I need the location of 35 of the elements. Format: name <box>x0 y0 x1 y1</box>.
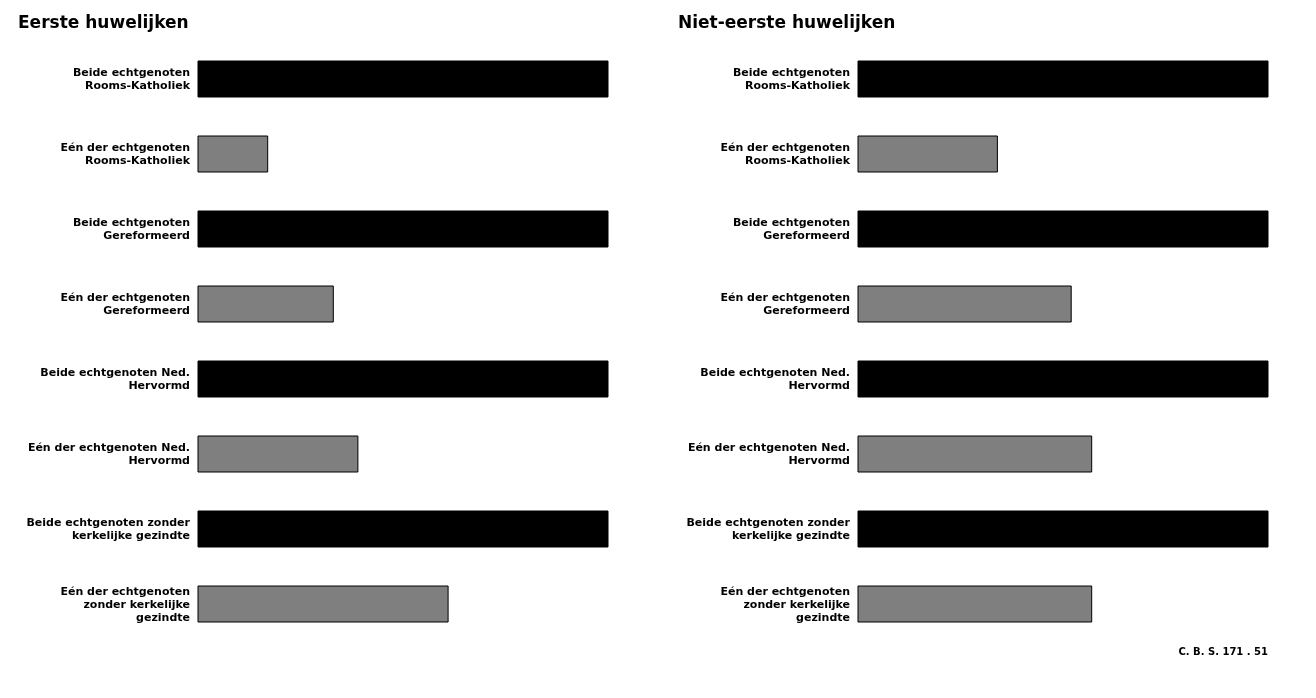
y-tick-label: Eén der echtgenoten Ned. Hervormd <box>687 441 850 467</box>
bar <box>197 360 609 398</box>
bar <box>857 135 998 173</box>
y-tick-label: Beide echtgenoten Gereformeerd <box>732 216 850 242</box>
bar <box>197 285 334 323</box>
bar <box>857 360 1269 398</box>
bar <box>197 435 359 473</box>
text: C. B. S. 171 . 51 <box>1177 646 1268 657</box>
y-tick-label: Eén der echtgenoten Gereformeerd <box>720 291 850 317</box>
y-tick-label: Eén der echtgenoten zonder kerkelijke gezindte <box>720 584 850 624</box>
y-tick-label: Beide echtgenoten Ned. Hervormd <box>700 366 850 392</box>
y-tick-label: Beide echtgenoten zonder kerkelijke gezindte <box>686 516 851 542</box>
bar <box>857 210 1269 248</box>
chart-title: Eerste huwelijken <box>18 12 190 32</box>
bar <box>857 60 1269 98</box>
y-tick-label: Beide echtgenoten Gereformeerd <box>72 216 190 242</box>
bar <box>857 585 1093 623</box>
bar <box>197 585 449 623</box>
bar <box>197 210 609 248</box>
y-tick-label: Eén der echtgenoten zonder kerkelijke gezindte <box>60 584 190 624</box>
y-tick-label: Beide echtgenoten Rooms-Katholiek <box>72 66 191 92</box>
y-tick-label: Beide echtgenoten zonder kerkelijke gezindte <box>26 516 191 542</box>
y-tick-label: Eén der echtgenoten Ned. Hervormd <box>27 441 190 467</box>
y-tick-label: Beide echtgenoten Ned. Hervormd <box>40 366 190 392</box>
y-tick-label: Eén der echtgenoten Rooms-Katholiek <box>720 141 851 167</box>
bar <box>857 285 1072 323</box>
bar <box>197 135 269 173</box>
y-tick-label: Eén der echtgenoten Gereformeerd <box>60 291 190 317</box>
y-tick-label: Eén der echtgenoten Rooms-Katholiek <box>60 141 191 167</box>
bar <box>857 435 1093 473</box>
bar <box>197 60 609 98</box>
chart-title: Niet-eerste huwelijken <box>678 12 897 32</box>
bar <box>197 510 609 548</box>
bar <box>857 510 1269 548</box>
y-tick-label: Beide echtgenoten Rooms-Katholiek <box>732 66 851 92</box>
